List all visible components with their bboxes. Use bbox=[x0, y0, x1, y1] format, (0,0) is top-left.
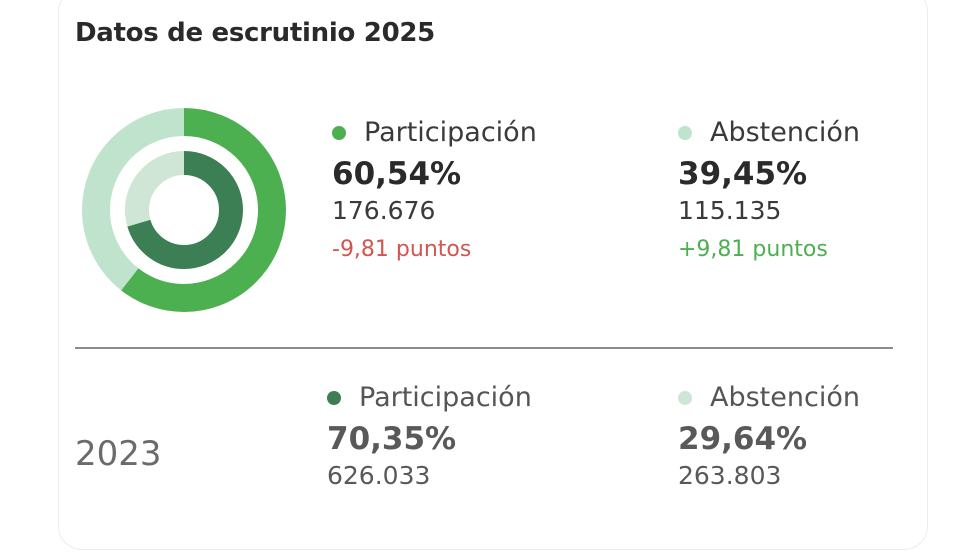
participacion-2023-block: Participación 70,35% 626.033 bbox=[327, 382, 532, 490]
turnout-donut-chart bbox=[82, 108, 286, 312]
abstencion-2025-block: Abstención 39,45% 115.135 +9,81 puntos bbox=[678, 117, 860, 262]
previous-year-label: 2023 bbox=[75, 434, 162, 474]
participacion-2025-block: Participación 60,54% 176.676 -9,81 punto… bbox=[332, 117, 537, 262]
abstencion-2025-votes: 115.135 bbox=[678, 196, 782, 225]
participacion-2025-percentage: 60,54% bbox=[332, 156, 462, 192]
section-divider bbox=[75, 347, 893, 349]
abstencion-2023-percentage: 29,64% bbox=[678, 421, 808, 457]
scrutiny-card bbox=[58, 0, 928, 550]
participacion-2023-legend-dot bbox=[327, 390, 341, 405]
inner-ring-2023 bbox=[125, 151, 243, 269]
abstencion-2023-votes: 263.803 bbox=[678, 461, 782, 490]
participacion-2023-votes: 626.033 bbox=[327, 461, 431, 490]
abstencion-2023-block: Abstención 29,64% 263.803 bbox=[678, 382, 860, 490]
participacion-2025-delta: -9,81 puntos bbox=[332, 237, 472, 262]
inner-2023-slice-abstencion bbox=[125, 151, 243, 269]
participacion-2025-legend-dot bbox=[332, 125, 346, 140]
abstencion-2023-legend-dot bbox=[678, 390, 692, 405]
outer-ring-2025 bbox=[82, 108, 286, 312]
participacion-2025-label: Participación bbox=[364, 117, 537, 148]
participacion-2023-percentage: 70,35% bbox=[327, 421, 457, 457]
abstencion-2025-delta: +9,81 puntos bbox=[678, 237, 828, 262]
abstencion-2025-label: Abstención bbox=[710, 117, 860, 148]
participacion-2023-label: Participación bbox=[359, 382, 532, 413]
abstencion-2025-legend-dot bbox=[678, 125, 692, 140]
abstencion-2023-label: Abstención bbox=[710, 382, 860, 413]
participacion-2025-votes: 176.676 bbox=[332, 196, 436, 225]
abstencion-2025-percentage: 39,45% bbox=[678, 156, 808, 192]
card-title: Datos de escrutinio 2025 bbox=[75, 18, 435, 48]
outer-2025-slice-abstencion bbox=[82, 108, 286, 312]
